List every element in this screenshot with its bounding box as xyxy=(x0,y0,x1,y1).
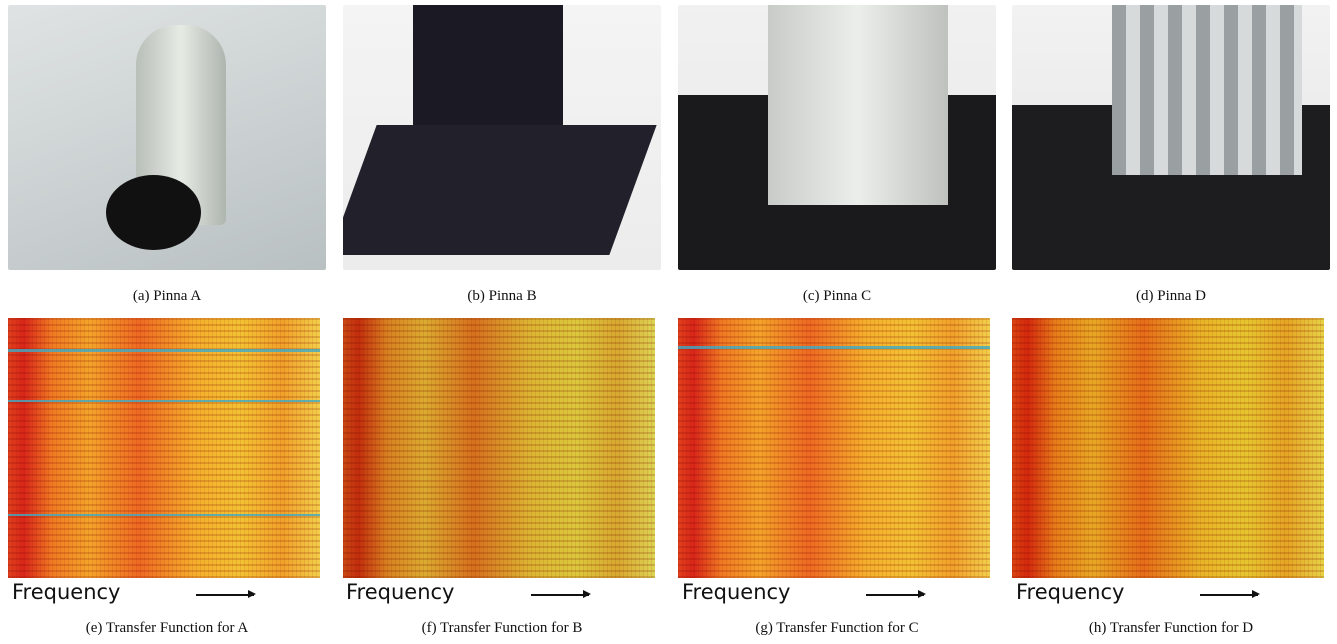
caption: (c) Pinna C xyxy=(802,288,872,304)
caption: (e) Transfer Function for A xyxy=(85,620,249,636)
caption: (g) Transfer Function for C xyxy=(755,620,919,636)
caption: (h) Transfer Function for D xyxy=(1088,620,1254,636)
photo-pinna-c xyxy=(678,5,996,270)
pinna-shape xyxy=(768,5,948,205)
heatmap-a xyxy=(8,318,320,578)
photo-pinna-d xyxy=(1012,5,1330,270)
pinna-shape xyxy=(1112,5,1302,175)
caption: (d) Pinna D xyxy=(1136,288,1206,304)
photo-pinna-a xyxy=(8,5,326,270)
axis-label: Frequency xyxy=(1016,580,1125,604)
stripe xyxy=(678,346,990,349)
arrow xyxy=(1200,591,1260,597)
axis-label: Frequency xyxy=(682,580,791,604)
arrow xyxy=(531,591,591,597)
stripe xyxy=(8,514,320,516)
arrow xyxy=(866,591,926,597)
heatmap-d xyxy=(1012,318,1324,578)
caption: (b) Pinna B xyxy=(467,288,537,304)
arrow xyxy=(196,591,256,597)
microphone xyxy=(106,175,201,250)
stripe xyxy=(8,349,320,352)
axis-label: Frequency xyxy=(346,580,455,604)
axis-label: Frequency xyxy=(12,580,121,604)
caption: (f) Transfer Function for B xyxy=(421,620,583,636)
heatmap-c xyxy=(678,318,990,578)
photo-pinna-b xyxy=(343,5,661,270)
heatmap-b xyxy=(343,318,655,578)
caption: (a) Pinna A xyxy=(132,288,202,304)
base-plate xyxy=(343,125,657,255)
stripe xyxy=(8,400,320,402)
